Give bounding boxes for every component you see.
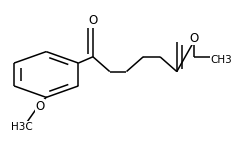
Text: O: O — [88, 14, 98, 27]
Text: CH3: CH3 — [210, 55, 232, 65]
Text: O: O — [36, 100, 45, 113]
Text: H3C: H3C — [11, 122, 33, 132]
Text: O: O — [189, 32, 198, 45]
